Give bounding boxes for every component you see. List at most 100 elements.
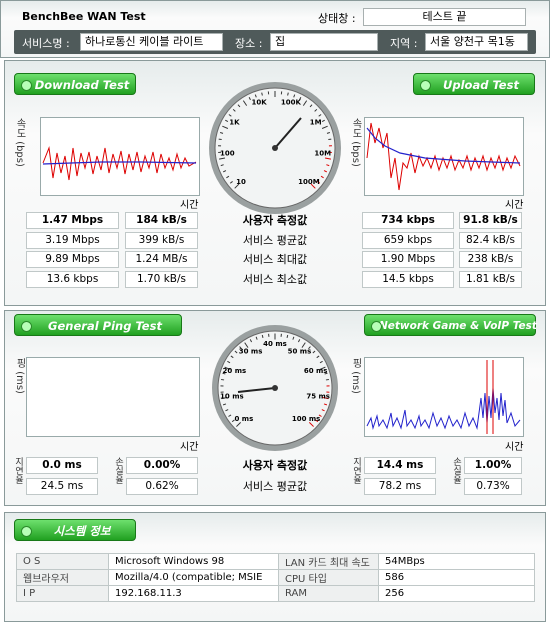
delay-value: 24.5 ms xyxy=(26,478,98,495)
gauge-hub xyxy=(272,145,278,151)
loss-value: 0.73% xyxy=(464,478,522,495)
gauge-tick xyxy=(220,164,224,167)
x-label: 시간 xyxy=(505,442,524,453)
game-button[interactable]: Network Game & VoIP Test xyxy=(364,314,537,336)
loss-value: 0.62% xyxy=(126,478,198,495)
system-value: Microsoft Windows 98 xyxy=(108,553,279,570)
system-value: Mozilla/4.0 (compatible; MSIE xyxy=(108,569,279,586)
gauge-label: 20 ms xyxy=(223,367,247,375)
y-label: 속도 (bps) xyxy=(350,118,361,167)
game-chart xyxy=(364,357,524,437)
gauge-tick xyxy=(308,346,311,350)
gauge-tick xyxy=(302,100,308,106)
download-rate: 399 kB/s xyxy=(125,231,198,249)
upload-chart xyxy=(364,117,524,196)
gauge-tick xyxy=(316,355,320,359)
gauge-tick xyxy=(312,350,316,354)
gauge-tick xyxy=(244,342,249,348)
place-value: 집 xyxy=(270,33,378,51)
download-rate: 1.70 kB/s xyxy=(125,270,198,288)
system-row: 웹브라우저 Mozilla/4.0 (compatible; MSIE CPU 타입… xyxy=(16,569,535,586)
delay-value: 78.2 ms xyxy=(364,478,436,495)
gauge-tick xyxy=(310,183,316,189)
gauge-tick xyxy=(326,164,330,167)
upload-value: 659 kbps xyxy=(362,231,454,249)
system-label: CPU 타입 xyxy=(278,569,379,586)
gauge-tick xyxy=(226,175,230,179)
row-label: 서비스 최대값 xyxy=(242,253,308,266)
download-average xyxy=(42,161,197,165)
gauge-tick xyxy=(323,170,327,173)
game-line xyxy=(366,387,521,430)
system-value: 586 xyxy=(378,569,535,586)
row-label: 서비스 평균값 xyxy=(242,233,308,247)
gauge-tick xyxy=(324,372,328,375)
gauge-tick xyxy=(228,114,232,117)
delay-value: 0.0 ms xyxy=(26,457,98,474)
gauge-tick xyxy=(248,96,251,101)
ping-button[interactable]: General Ping Test xyxy=(14,314,182,336)
gauge-label: 30 ms xyxy=(239,347,263,355)
gauge-tick xyxy=(239,346,242,350)
gauge-label: 100 xyxy=(220,149,235,157)
upload-rate: 238 kB/s xyxy=(459,251,522,268)
gauge-label: 1K xyxy=(229,118,240,126)
gauge-label: 0 ms xyxy=(234,415,253,423)
system-label: 웹브라우저 xyxy=(16,569,109,586)
gauge-label: 100M xyxy=(298,178,320,186)
download-value: 13.6 kbps xyxy=(26,270,119,288)
gauge-tick xyxy=(301,342,306,348)
upload-button[interactable]: Upload Test xyxy=(413,73,535,95)
delay-label: 지연율 xyxy=(351,457,361,484)
gauge-tick xyxy=(308,421,314,427)
speed-gauge: 10 100 1K 10K 100K 1M 10M 100M xyxy=(209,82,341,214)
gauge-hub xyxy=(272,385,278,391)
gauge-tick xyxy=(324,157,332,160)
region-value: 서울 양천구 목1동 xyxy=(425,33,528,51)
gauge-tick xyxy=(242,100,248,106)
gauge-tick xyxy=(319,366,326,370)
delay-label: 지연율 xyxy=(13,457,23,484)
gauge-tick xyxy=(237,104,241,108)
gauge-tick xyxy=(261,92,263,96)
gauge-tick xyxy=(286,334,289,338)
gauge-label: 10 ms xyxy=(220,393,244,401)
system-button[interactable]: 시스템 정보 xyxy=(14,519,136,541)
gauge-tick xyxy=(249,339,253,343)
loss-value: 0.00% xyxy=(126,457,198,474)
gauge-tick xyxy=(323,403,328,406)
x-label: 시간 xyxy=(180,200,199,211)
gauge-label: 75 ms xyxy=(306,393,330,401)
upload-rate: 91.8 kB/s xyxy=(459,212,522,229)
gauge-tick xyxy=(234,350,238,354)
gauge-label: 10K xyxy=(252,99,268,107)
gauge-tick xyxy=(231,419,235,423)
gauge-tick xyxy=(221,396,228,400)
download-rate: 1.24 MB/s xyxy=(125,251,198,268)
gauge-tick xyxy=(322,396,329,400)
gauge-tick xyxy=(315,419,319,423)
service-label: 서비스명 : xyxy=(22,37,70,50)
gauge-tick xyxy=(309,104,313,108)
system-label: O S xyxy=(16,553,109,570)
row-label: 서비스 평균값 xyxy=(242,480,308,493)
system-label: RAM xyxy=(278,585,379,602)
gauge-tick xyxy=(292,336,295,340)
gauge-tick xyxy=(227,360,231,364)
gauge-tick xyxy=(318,114,322,117)
upload-line xyxy=(366,122,521,191)
status-value: 테스트 끝 xyxy=(363,8,526,26)
loss-label: 손실율 xyxy=(451,457,461,484)
gauge-tick xyxy=(297,339,301,343)
download-rate: 184 kB/s xyxy=(125,212,198,229)
gauge-tick xyxy=(218,157,226,160)
ping-chart xyxy=(26,357,200,437)
gauge-tick xyxy=(287,92,289,96)
app-title: BenchBee WAN Test xyxy=(22,10,146,23)
gauge-needle xyxy=(237,387,276,393)
region-label: 지역 : xyxy=(390,37,418,50)
download-button[interactable]: Download Test xyxy=(14,73,136,95)
gauge-tick xyxy=(229,181,233,184)
upload-value: 1.90 Mbps xyxy=(362,251,454,268)
